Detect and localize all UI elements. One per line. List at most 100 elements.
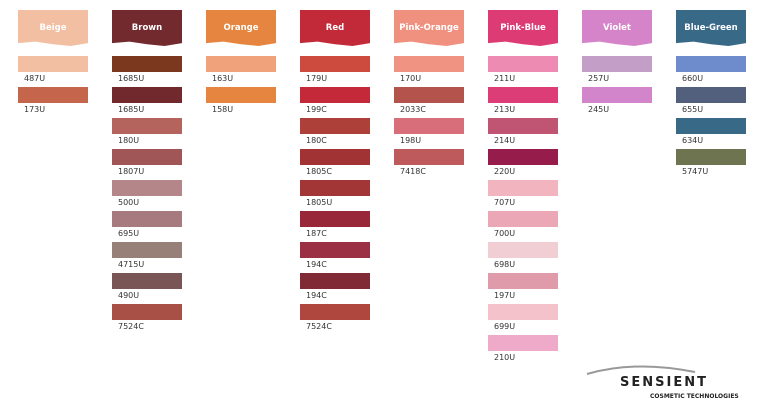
swatch-code: 490U (118, 291, 140, 300)
column-header: Red (300, 10, 370, 46)
column-header: Orange (206, 10, 276, 46)
color-swatch (582, 87, 652, 103)
color-swatch (394, 87, 464, 103)
swatch-code: 487U (24, 74, 46, 83)
color-column-violet: Violet 257U 245U (582, 10, 652, 114)
color-swatch (488, 304, 558, 320)
color-column-red: Red 179U 199C 180C 1805C 1805U 187C 194C 194C 752… (300, 10, 370, 331)
color-swatch (18, 56, 88, 72)
color-swatch (300, 304, 370, 320)
color-swatch (112, 180, 182, 196)
swatch-code: 695U (118, 229, 140, 238)
column-header: Blue-Green (676, 10, 746, 46)
swatch-code: 214U (494, 136, 516, 145)
color-swatch (394, 149, 464, 165)
color-swatch (112, 56, 182, 72)
color-swatch (300, 211, 370, 227)
color-swatch (112, 118, 182, 134)
swatch-code: 194C (306, 291, 327, 300)
color-swatch (206, 56, 276, 72)
column-header: Pink-Blue (488, 10, 558, 46)
swatch-code: 211U (494, 74, 516, 83)
logo-subtitle: COSMETIC TECHNOLOGIES (650, 393, 739, 400)
color-swatch (488, 87, 558, 103)
color-column-pink-blue: Pink-Blue 211U 213U 214U 220U 707U 700U 698U 197… (488, 10, 558, 362)
swatch-code: 257U (588, 74, 610, 83)
swatch-code: 1807U (118, 167, 145, 176)
swatch-code: 2033C (400, 105, 426, 114)
sensient-logo: SENSIENT COSMETIC TECHNOLOGIES (585, 362, 755, 407)
color-swatch (112, 211, 182, 227)
swatch-code: 180U (118, 136, 140, 145)
swatch-code: 245U (588, 105, 610, 114)
color-swatch (112, 242, 182, 258)
swatch-code: 655U (682, 105, 704, 114)
color-swatch (300, 180, 370, 196)
swatch-code: 634U (682, 136, 704, 145)
logo-swoosh-icon (586, 365, 696, 375)
column-header: Pink-Orange (394, 10, 464, 46)
column-header: Brown (112, 10, 182, 46)
color-swatch (488, 211, 558, 227)
color-swatch (488, 335, 558, 351)
color-swatch (300, 273, 370, 289)
swatch-code: 194C (306, 260, 327, 269)
column-header: Violet (582, 10, 652, 46)
color-swatch (394, 56, 464, 72)
swatch-code: 173U (24, 105, 46, 114)
color-swatch (488, 118, 558, 134)
swatch-code: 158U (212, 105, 234, 114)
color-swatch (300, 118, 370, 134)
color-swatch (300, 242, 370, 258)
swatch-code: 4715U (118, 260, 145, 269)
swatch-code: 1685U (118, 74, 145, 83)
color-swatch (676, 118, 746, 134)
color-swatch (300, 149, 370, 165)
swatch-code: 700U (494, 229, 516, 238)
color-swatch (112, 304, 182, 320)
color-swatch (206, 87, 276, 103)
swatch-code: 698U (494, 260, 516, 269)
swatch-code: 179U (306, 74, 328, 83)
swatch-code: 660U (682, 74, 704, 83)
color-swatch (488, 180, 558, 196)
color-swatch (112, 273, 182, 289)
swatch-code: 170U (400, 74, 422, 83)
swatch-code: 7524C (306, 322, 332, 331)
color-column-brown: Brown 1685U 1685U 180U 1807U 500U 695U 4715U 490… (112, 10, 182, 331)
swatch-code: 213U (494, 105, 516, 114)
swatch-code: 220U (494, 167, 516, 176)
color-swatch (394, 118, 464, 134)
swatch-code: 187C (306, 229, 327, 238)
color-swatch (488, 149, 558, 165)
color-swatch (488, 242, 558, 258)
swatch-code: 180C (306, 136, 327, 145)
color-column-pink-orange: Pink-Orange 170U 2033C 198U 7418C (394, 10, 464, 176)
swatch-code: 163U (212, 74, 234, 83)
swatch-code: 5747U (682, 167, 709, 176)
color-swatch (676, 87, 746, 103)
color-swatch (112, 87, 182, 103)
color-swatch (582, 56, 652, 72)
color-swatch (112, 149, 182, 165)
color-swatch (300, 87, 370, 103)
swatch-code: 1805U (306, 198, 333, 207)
swatch-code: 210U (494, 353, 516, 362)
column-header: Beige (18, 10, 88, 46)
swatch-code: 197U (494, 291, 516, 300)
swatch-code: 1805C (306, 167, 332, 176)
swatch-code: 199C (306, 105, 327, 114)
color-swatch (488, 273, 558, 289)
swatch-code: 7524C (118, 322, 144, 331)
color-swatch (676, 149, 746, 165)
swatch-code: 500U (118, 198, 140, 207)
color-swatch (488, 56, 558, 72)
swatch-code: 198U (400, 136, 422, 145)
color-column-beige: Beige 487U 173U (18, 10, 88, 114)
color-column-orange: Orange 163U 158U (206, 10, 276, 114)
color-swatch (676, 56, 746, 72)
swatch-code: 1685U (118, 105, 145, 114)
swatch-code: 7418C (400, 167, 426, 176)
color-swatch (300, 56, 370, 72)
swatch-code: 707U (494, 198, 516, 207)
